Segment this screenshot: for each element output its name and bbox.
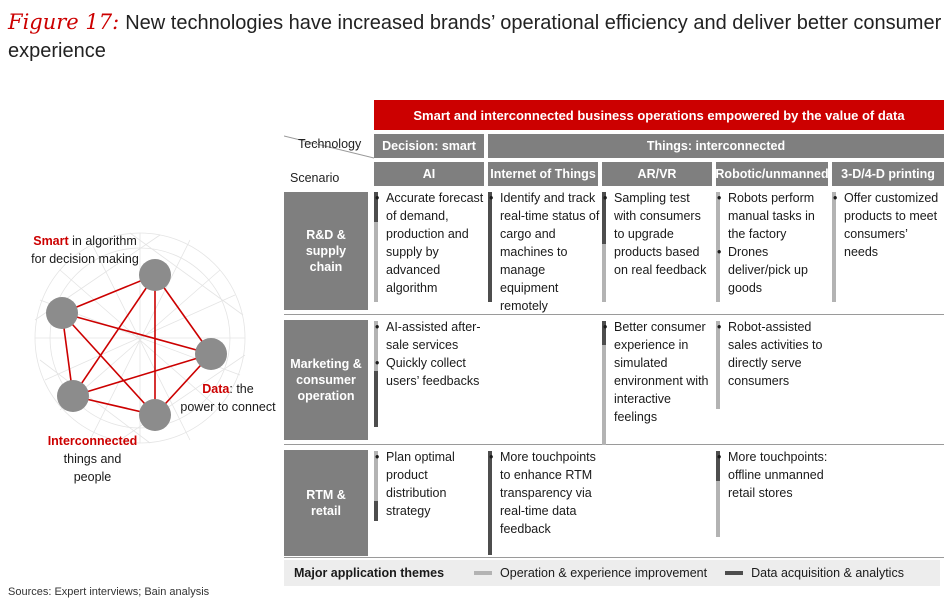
cell-rnd-printing: Offer customized products to meet consum… bbox=[832, 189, 944, 302]
cell-rnd-robotic: Robots perform manual tasks in the facto… bbox=[716, 189, 828, 302]
bullet-item: Offer customized products to meet consum… bbox=[832, 189, 944, 261]
axis-diagonal bbox=[284, 135, 374, 159]
cell-rtm-iot: More touchpoints to enhance RTM transpar… bbox=[488, 448, 600, 555]
column-header-ai: AI bbox=[374, 162, 484, 186]
row-header-rnd: R&D & supply chain bbox=[284, 192, 368, 310]
column-header-printing: 3-D/4-D printing bbox=[832, 162, 944, 186]
network-graphic bbox=[34, 232, 246, 444]
cell-marketing-robotic: Robot-assisted sales activities to direc… bbox=[716, 318, 828, 409]
network-illustration bbox=[0, 200, 290, 490]
bullet-item: Robots perform manual tasks in the facto… bbox=[716, 189, 828, 243]
legend-label-dark: Data acquisition & analytics bbox=[751, 566, 904, 580]
axis-scenario-label: Scenario bbox=[290, 171, 340, 185]
bullet-item: More touchpoints: offline unmanned retai… bbox=[716, 448, 828, 502]
data-rest: : the bbox=[229, 382, 254, 396]
inter-line2: things and bbox=[63, 452, 122, 466]
background-mesh bbox=[34, 232, 246, 444]
node-left bbox=[46, 297, 78, 329]
row-header-marketing: Marketing & consumer operation bbox=[284, 320, 368, 440]
column-header-iot: Internet of Things bbox=[488, 162, 598, 186]
cell-marketing-ai: AI-assisted after-sale services Quickly … bbox=[374, 318, 484, 427]
row-separator bbox=[284, 314, 944, 315]
row-separator bbox=[284, 444, 944, 445]
figure-title-text: New technologies have increased brands’ … bbox=[8, 12, 942, 62]
bullet-item: Robot-assisted sales activities to direc… bbox=[716, 318, 828, 390]
cell-rnd-ai: Accurate forecast of demand, production … bbox=[374, 189, 484, 302]
bullet-item: Drones deliver/pick up goods bbox=[716, 243, 828, 297]
source-note: Sources: Expert interviews; Bain analysi… bbox=[8, 586, 210, 598]
bullet-item: AI-assisted after-sale services bbox=[374, 318, 484, 354]
column-header-arvr: AR/VR bbox=[602, 162, 712, 186]
inter-word: Interconnected bbox=[47, 434, 138, 448]
network-nodes bbox=[46, 259, 227, 431]
data-word: Data bbox=[202, 382, 230, 396]
cell-rnd-iot: Identify and track real-time status of c… bbox=[488, 189, 600, 315]
bullet-item: Accurate forecast of demand, production … bbox=[374, 189, 484, 297]
data-line2: power to connect bbox=[180, 400, 276, 414]
smart-line2: for decision making bbox=[31, 252, 139, 266]
axis-technology-label: Technology bbox=[298, 137, 362, 151]
label-interconnected: Interconnected things and people bbox=[10, 432, 175, 486]
column-header-robotic: Robotic/unmanned bbox=[715, 162, 829, 186]
node-bottom-left bbox=[57, 380, 89, 412]
smart-word: Smart bbox=[33, 234, 69, 248]
cell-rtm-robotic: More touchpoints: offline unmanned retai… bbox=[716, 448, 828, 537]
bullet-item: Better consumer experience in simulated … bbox=[602, 318, 714, 426]
legend-title: Major application themes bbox=[294, 566, 445, 580]
legend-label-light: Operation & experience improvement bbox=[500, 566, 708, 580]
bullet-item: Plan optimal product distribution strate… bbox=[374, 448, 484, 520]
figure-label: Figure 17: bbox=[8, 10, 120, 34]
cell-marketing-arvr: Better consumer experience in simulated … bbox=[602, 318, 714, 445]
figure-title: Figure 17: New technologies have increase… bbox=[8, 8, 943, 65]
node-bottom bbox=[139, 399, 171, 431]
node-right bbox=[195, 338, 227, 370]
group-header-interconnected: Things: interconnected bbox=[488, 134, 944, 158]
inter-line3: people bbox=[73, 470, 112, 484]
bullet-item: Quickly collect users’ feedbacks bbox=[374, 354, 484, 390]
label-smart: Smart in algorithm for decision making bbox=[10, 232, 160, 268]
label-data: Data: the power to connect bbox=[172, 380, 284, 416]
legend-swatch-light bbox=[474, 571, 493, 575]
cell-rtm-ai: Plan optimal product distribution strate… bbox=[374, 448, 484, 521]
header-banner: Smart and interconnected business operat… bbox=[374, 100, 944, 130]
node-top bbox=[139, 259, 171, 291]
legend: Major application themes Operation & exp… bbox=[284, 560, 940, 586]
cell-rnd-arvr: Sampling test with consumers to upgrade … bbox=[602, 189, 714, 302]
legend-swatch-dark bbox=[725, 571, 744, 575]
smart-rest: in algorithm bbox=[68, 234, 137, 248]
bullet-item: Identify and track real-time status of c… bbox=[488, 189, 600, 315]
bullet-item: More touchpoints to enhance RTM transpar… bbox=[488, 448, 600, 538]
row-header-rtm: RTM & retail bbox=[284, 450, 368, 556]
row-separator bbox=[284, 557, 944, 558]
group-header-smart: Decision: smart bbox=[374, 134, 484, 158]
bullet-item: Sampling test with consumers to upgrade … bbox=[602, 189, 714, 279]
